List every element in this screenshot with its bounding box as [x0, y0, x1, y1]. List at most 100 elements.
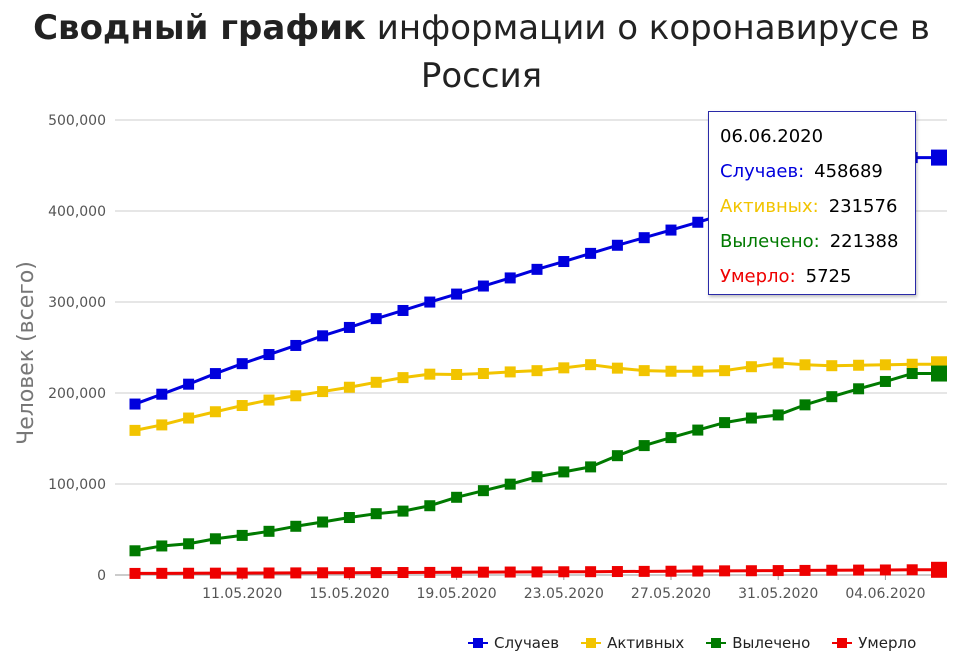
data-point[interactable] — [183, 567, 195, 579]
data-point[interactable] — [129, 545, 141, 557]
data-point[interactable] — [370, 567, 382, 579]
data-point[interactable] — [665, 365, 677, 377]
data-point[interactable] — [290, 567, 302, 579]
data-point[interactable] — [531, 365, 543, 377]
data-point[interactable] — [424, 368, 436, 380]
data-point[interactable] — [156, 567, 168, 579]
data-point[interactable] — [879, 564, 891, 576]
data-point[interactable] — [826, 360, 838, 372]
data-point[interactable] — [772, 565, 784, 577]
data-point[interactable] — [183, 412, 195, 424]
data-point[interactable] — [719, 417, 731, 429]
data-point[interactable] — [156, 419, 168, 431]
data-point[interactable] — [611, 566, 623, 578]
data-point[interactable] — [129, 424, 141, 436]
data-point[interactable] — [451, 491, 463, 503]
data-point[interactable] — [745, 361, 757, 373]
data-point[interactable] — [263, 349, 275, 361]
data-point[interactable] — [504, 478, 516, 490]
data-point[interactable] — [665, 432, 677, 444]
data-point[interactable] — [719, 365, 731, 377]
data-point[interactable] — [638, 440, 650, 452]
data-point[interactable] — [343, 567, 355, 579]
data-point[interactable] — [156, 540, 168, 552]
data-point[interactable] — [665, 224, 677, 236]
data-point[interactable] — [692, 216, 704, 228]
data-point[interactable] — [477, 485, 489, 497]
data-point[interactable] — [611, 239, 623, 251]
data-point[interactable] — [826, 391, 838, 403]
data-point[interactable] — [397, 567, 409, 579]
data-point[interactable] — [638, 565, 650, 577]
data-point[interactable] — [451, 288, 463, 300]
data-point[interactable] — [931, 149, 947, 166]
data-point[interactable] — [531, 471, 543, 483]
data-point[interactable] — [531, 263, 543, 275]
data-point[interactable] — [290, 339, 302, 351]
data-point[interactable] — [209, 533, 221, 545]
data-point[interactable] — [611, 450, 623, 462]
data-point[interactable] — [183, 538, 195, 550]
data-point[interactable] — [397, 304, 409, 316]
data-point[interactable] — [879, 375, 891, 387]
data-point[interactable] — [558, 566, 570, 578]
data-point[interactable] — [665, 565, 677, 577]
data-point[interactable] — [317, 567, 329, 579]
data-point[interactable] — [906, 564, 918, 576]
legend-item-cases[interactable]: Случаев — [468, 634, 559, 652]
data-point[interactable] — [317, 516, 329, 528]
data-point[interactable] — [906, 368, 918, 380]
data-point[interactable] — [397, 505, 409, 517]
legend-item-recovered[interactable]: Вылечено — [706, 634, 810, 652]
data-point[interactable] — [236, 400, 248, 412]
data-point[interactable] — [611, 362, 623, 374]
data-point[interactable] — [531, 566, 543, 578]
data-point[interactable] — [397, 372, 409, 384]
data-point[interactable] — [129, 398, 141, 410]
data-point[interactable] — [558, 362, 570, 374]
data-point[interactable] — [370, 508, 382, 520]
data-point[interactable] — [236, 529, 248, 541]
data-point[interactable] — [931, 365, 947, 382]
data-point[interactable] — [236, 358, 248, 370]
data-point[interactable] — [209, 406, 221, 418]
data-point[interactable] — [799, 564, 811, 576]
data-point[interactable] — [931, 561, 947, 578]
data-point[interactable] — [745, 565, 757, 577]
data-point[interactable] — [585, 461, 597, 473]
data-point[interactable] — [477, 280, 489, 292]
data-point[interactable] — [477, 566, 489, 578]
data-point[interactable] — [558, 256, 570, 268]
data-point[interactable] — [451, 566, 463, 578]
data-point[interactable] — [772, 357, 784, 369]
data-point[interactable] — [504, 272, 516, 284]
data-point[interactable] — [209, 567, 221, 579]
data-point[interactable] — [558, 466, 570, 478]
data-point[interactable] — [504, 366, 516, 378]
data-point[interactable] — [156, 388, 168, 400]
data-point[interactable] — [424, 500, 436, 512]
data-point[interactable] — [317, 330, 329, 342]
data-point[interactable] — [370, 376, 382, 388]
data-point[interactable] — [879, 359, 891, 371]
data-point[interactable] — [263, 567, 275, 579]
data-point[interactable] — [853, 359, 865, 371]
data-point[interactable] — [236, 567, 248, 579]
data-point[interactable] — [209, 368, 221, 380]
data-point[interactable] — [906, 358, 918, 370]
data-point[interactable] — [183, 378, 195, 390]
data-point[interactable] — [692, 365, 704, 377]
data-point[interactable] — [719, 565, 731, 577]
data-point[interactable] — [343, 321, 355, 333]
data-point[interactable] — [692, 424, 704, 436]
data-point[interactable] — [853, 564, 865, 576]
data-point[interactable] — [585, 247, 597, 259]
data-point[interactable] — [799, 399, 811, 411]
data-point[interactable] — [477, 367, 489, 379]
data-point[interactable] — [263, 525, 275, 537]
data-point[interactable] — [290, 390, 302, 402]
data-point[interactable] — [638, 232, 650, 244]
data-point[interactable] — [504, 566, 516, 578]
data-point[interactable] — [263, 394, 275, 406]
data-point[interactable] — [638, 365, 650, 377]
